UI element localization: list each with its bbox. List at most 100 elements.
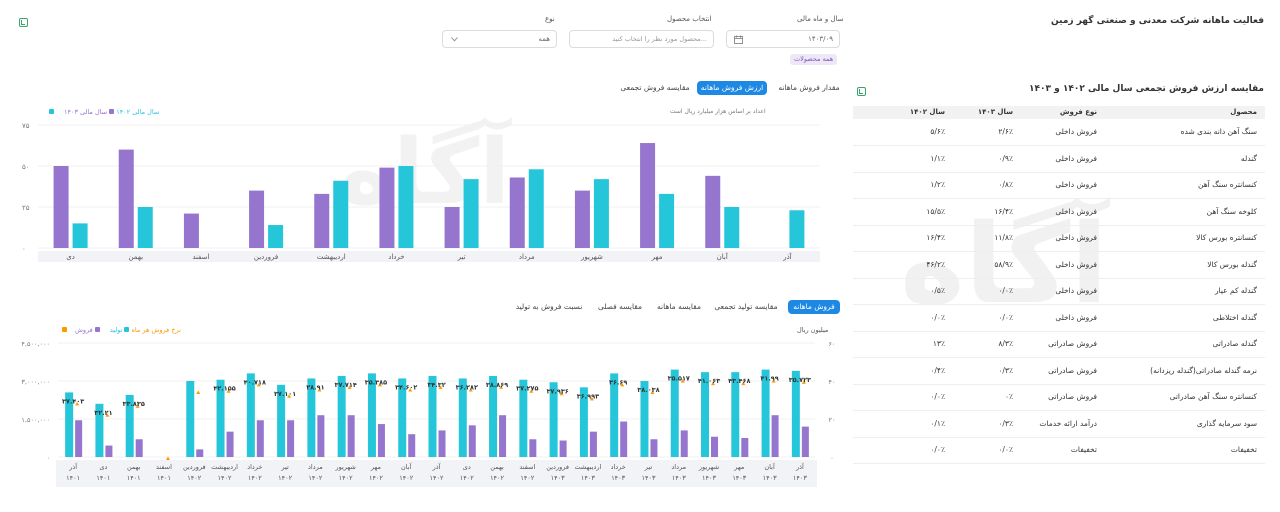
legend-sales-label: فروش [75,326,93,334]
tab-sales-production-ratio[interactable]: نسبت فروش به تولید [515,302,583,311]
x-tick-label-year: ۱۴۰۳ [581,474,595,482]
excel-export-icon[interactable] [19,18,28,27]
data-label: ۲۸.۹۱ [306,383,324,391]
right-y-tick-label: ۴۰ [829,378,836,386]
bar-sales [529,439,537,457]
rate-marker [438,385,443,389]
x-tick-label: اردیبهشت [317,253,346,261]
bar-1402 [593,179,609,248]
all-products-chip[interactable]: همه محصولات [790,54,838,65]
bar-1403 [53,166,69,248]
x-tick-label: مهر [733,463,744,471]
bar-production [246,373,255,457]
rate-marker [377,382,382,387]
top-bar-chart: ۰ ۲۵ ۵۰ ۷۵ آذر آبان مهر شهریور مرداد تیر خرداد اردی… [22,122,820,262]
rate-marker [408,387,413,392]
date-filter-label: سال و ماه مالی [797,15,844,23]
data-label: ۴۱.۹۹ [760,375,778,383]
legend-marker [62,327,67,332]
bar-sales [317,415,325,457]
legend-2025[interactable]: سال مالی ۱۴۰۳ [64,108,115,116]
table-row: سود سرمایه گذاری درآمد ارائه خدمات ۰/۳٪ ۰/۱… [853,411,1265,438]
x-tick-label: آبان [764,462,776,471]
data-label: ۳۶.۶۹ [609,378,627,386]
x-tick-label-year: ۱۴۰۲ [369,474,383,482]
bar-1402 [398,166,414,248]
cell-sale-type: فروش داخلی [1055,259,1097,269]
bar-production [731,372,740,457]
cell-year-1402: ۰/۰٪ [930,392,945,401]
cell-sale-type: فروش داخلی [1055,206,1097,216]
x-axis-band [38,251,820,262]
x-tick-label-year: ۱۴۰۳ [763,474,777,482]
legend-production[interactable]: تولید [110,326,130,334]
tab-monthly-sales[interactable]: فروش ماهانه [788,300,840,314]
x-tick-label-year: ۱۴۰۳ [551,474,565,482]
table-row: کلوخه سنگ آهن فروش داخلی ۱۶/۴٪ ۱۵/۵٪ [853,199,1265,226]
x-tick-label: دی [99,463,107,471]
legend-rate[interactable]: نرخ فروش هر ماه [60,326,181,334]
tab-monthly-quantity[interactable]: مقدار فروش ماهانه [778,83,840,92]
bar-production [458,378,467,457]
bar-production [428,375,437,457]
x-tick-label: دی [463,463,471,471]
x-tick-label-year: ۱۴۰۳ [732,474,746,482]
bar-1403 [574,190,590,248]
bar-sales [680,430,688,457]
rate-marker [75,401,80,406]
data-label: ۳۷.۹۳۶ [546,387,568,395]
x-tick-label: بهمن [490,463,504,471]
data-label: ۴۱.۰۶۳ [698,377,720,385]
table-header: محصول نوع فروش سال ۱۴۰۳ سال ۱۴۰۲ [853,106,1265,119]
bar-1402 [463,179,479,248]
tab-cumulative-production[interactable]: مقایسه تولید تجمعی [714,302,778,311]
cell-product: گندله بورس کالا [1207,259,1257,269]
cell-year-1403: ۰/۰٪ [998,312,1013,322]
data-label: ۳۷.۷۱۴ [335,381,357,389]
tab-monthly-comparison[interactable]: مقایسه ماهانه [657,302,701,311]
bar-1402 [333,180,349,248]
data-label: ۴۰.۷۱۸ [244,378,266,386]
rate-marker [196,390,201,394]
table-excel-export-icon[interactable] [857,87,866,96]
right-y-tick-label: ۶۰ [829,340,836,348]
top-legend: سال مالی ۱۴۰۲ سال مالی ۱۴۰۳ [47,108,159,116]
bar-sales [711,436,719,457]
cell-year-1403: ۰/۸٪ [998,180,1013,189]
bar-production [307,378,316,457]
tab-monthly-value[interactable]: ارزش فروش ماهانه [697,81,767,95]
chart-units-note: اعداد بر اساس هزار میلیارد ریال است [670,108,766,115]
data-label: ۳۷.۲۷۵ [516,385,538,393]
y-tick-label: ۵۰ [22,163,30,171]
cell-product: نرمه گندله صادراتی(گندله ریزدانه) [1150,365,1257,375]
tab-cumulative-comparison[interactable]: مقایسه فروش تجمعی [620,83,690,92]
legend-sales[interactable]: فروش [75,326,100,334]
data-label: ۳۳.۸۳۵ [123,400,145,408]
cell-year-1403: ۰/۳٪ [998,418,1013,428]
bar-production [337,375,346,457]
cell-year-1402: ۴۶/۲٪ [926,259,945,269]
x-tick-label: اردیبهشت [211,463,238,471]
cell-sale-type: فروش داخلی [1055,312,1097,322]
x-tick-label: اسفند [519,463,535,471]
bar-production [519,379,528,457]
x-tick-label: آذر [782,252,792,261]
bar-1402 [72,223,88,248]
tab-seasonal-comparison[interactable]: مقایسه فصلی [597,302,643,311]
type-select[interactable]: همه [442,30,557,48]
bar-sales [256,420,264,457]
type-filter-label: نوع [545,15,555,23]
date-field[interactable]: ۱۴۰۳/۰۹ [726,30,840,48]
bar-sales [771,415,779,457]
x-tick-label-year: ۱۴۰۳ [672,474,686,482]
legend-2024[interactable]: سال مالی ۱۴۰۲ [47,108,159,116]
legend-production-label: تولید [109,326,123,334]
cell-year-1402: ۱۳٪ [932,339,945,348]
data-label: ۳۲.۲۱ [94,409,112,417]
bar-sales [499,415,507,457]
x-tick-label: فروردین [546,463,569,471]
product-select[interactable]: محصول مورد نظر را انتخاب کنید... [569,30,714,48]
rate-marker [620,382,625,387]
x-tick-label: آبان [717,252,729,261]
data-label: ۳۶.۲۸۲ [456,383,478,391]
